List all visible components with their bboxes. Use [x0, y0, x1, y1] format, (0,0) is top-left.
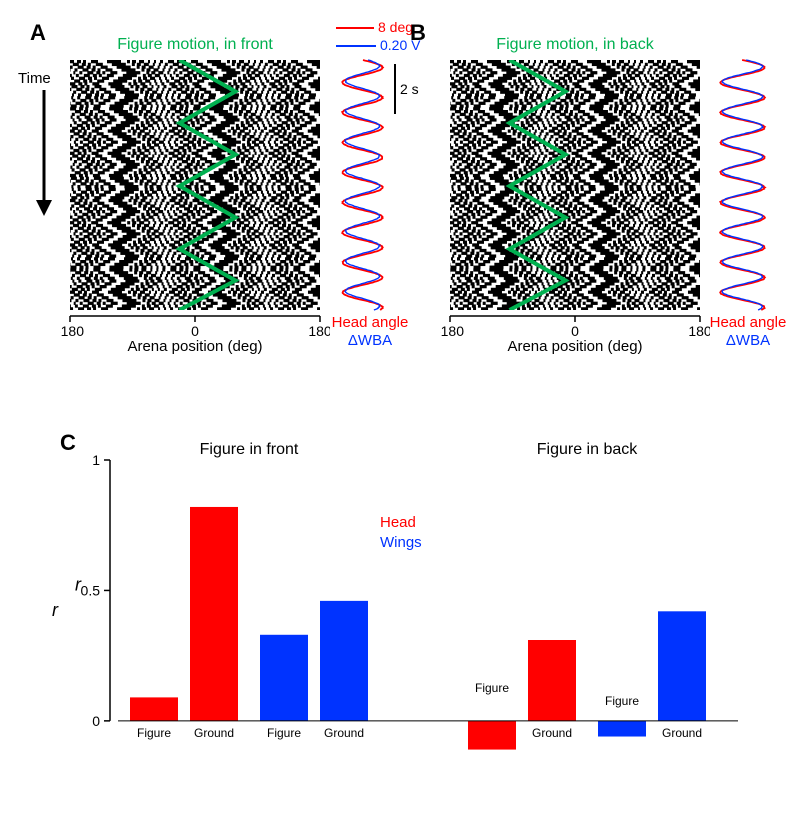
time-label: Time — [18, 70, 51, 87]
panel-label-b: B — [410, 20, 426, 46]
response-traces — [715, 60, 780, 310]
panel-a-xlabel: Arena position (deg) — [70, 338, 320, 355]
panel-label-a: A — [30, 20, 46, 46]
stimulus-pattern — [450, 60, 700, 310]
svg-text:8 deg: 8 deg — [378, 19, 413, 35]
stimulus-pattern — [70, 60, 320, 310]
bar — [658, 611, 706, 721]
scale-bars: 8 deg0.20 V2 s — [330, 18, 420, 218]
panel-b-xlabel: Arena position (deg) — [450, 338, 700, 355]
panel-c-chart: 00.51rFigureGroundFigureGroundFigure in … — [70, 450, 750, 830]
bar — [190, 507, 238, 721]
trace-label-wba-b: ΔWBA — [703, 332, 793, 349]
trace-label-head-a: Head angle — [325, 314, 415, 331]
bar — [468, 721, 516, 750]
bar — [598, 721, 646, 737]
bar — [130, 697, 178, 720]
bar — [320, 601, 368, 721]
svg-text:2 s: 2 s — [400, 81, 419, 97]
svg-text:0: 0 — [191, 323, 199, 339]
panel-c-ylabel: r — [52, 600, 58, 621]
bar — [528, 640, 576, 721]
time-arrow — [24, 90, 64, 240]
panel-b-title: Figure motion, in back — [450, 36, 700, 54]
panel-a-title: Figure motion, in front — [70, 36, 320, 54]
trace-label-head-b: Head angle — [703, 314, 793, 331]
svg-text:-180: -180 — [60, 323, 84, 339]
trace-label-wba-a: ΔWBA — [325, 332, 415, 349]
bar — [260, 635, 308, 721]
